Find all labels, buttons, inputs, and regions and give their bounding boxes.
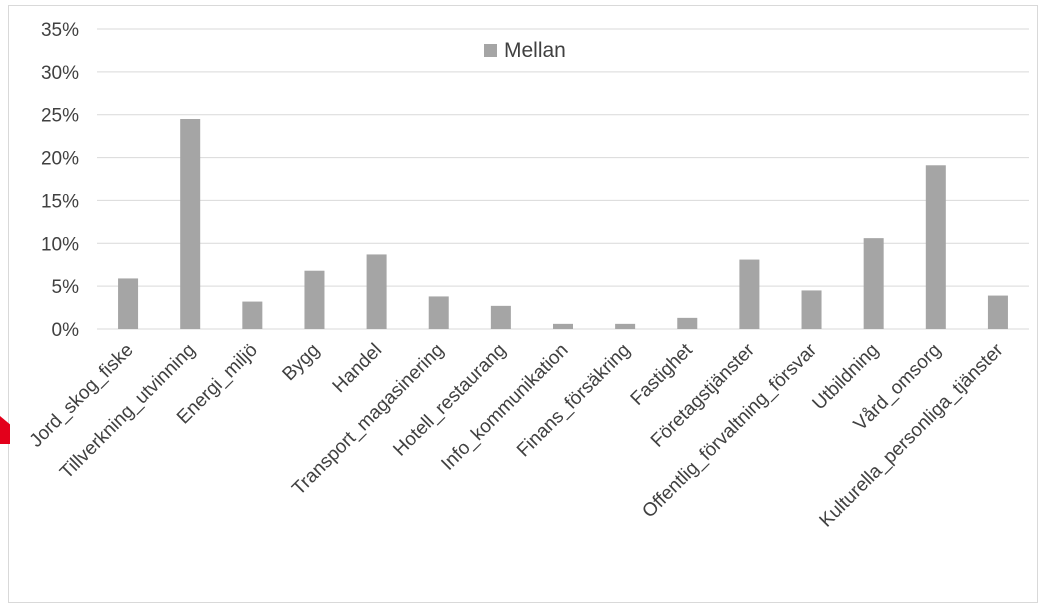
bar [739, 259, 760, 329]
x-tick-label: Hotell_restaurang [389, 340, 510, 461]
legend: Mellan [484, 39, 566, 62]
x-tick-label: Jord_skog_fiske [26, 340, 138, 452]
chart-area: 0% 5% 10% 15% 20% 25% 30% 35% Jord_skog_fiske Ti… [8, 5, 1038, 603]
red-marker-shape [0, 416, 10, 444]
bar [863, 238, 884, 329]
bar [366, 254, 387, 329]
bar [801, 290, 822, 329]
gridlines [97, 28, 1029, 330]
y-tick-label: 35% [41, 20, 79, 41]
bar [925, 165, 946, 329]
bar [490, 305, 511, 329]
y-axis-ticks: 0% 5% 10% 15% 20% 25% 30% 35% [41, 20, 79, 341]
x-tick-label: Finans_försäkring [513, 340, 635, 462]
bars [118, 119, 1008, 329]
legend-swatch-mellan [484, 44, 497, 57]
x-axis-ticks: Jord_skog_fiskeTillverkning_utvinningEne… [26, 339, 1008, 531]
bar-chart: 0% 5% 10% 15% 20% 25% 30% 35% Jord_skog_fiskeTi… [26, 20, 1029, 532]
bar [242, 301, 263, 329]
x-tick-label: Handel [329, 340, 386, 397]
bar [304, 270, 325, 329]
y-tick-label: 25% [41, 106, 79, 127]
bar [428, 296, 449, 329]
y-tick-label: 0% [52, 320, 80, 341]
y-tick-label: 5% [52, 277, 80, 298]
bar [180, 119, 201, 329]
y-tick-label: 15% [41, 191, 79, 212]
bar [118, 278, 139, 329]
bar [677, 317, 698, 329]
bar [553, 323, 573, 329]
legend-label-mellan: Mellan [504, 39, 566, 62]
y-tick-label: 30% [41, 63, 79, 84]
x-tick-label: Företagstjänster [647, 339, 759, 451]
y-tick-label: 10% [41, 234, 79, 255]
x-tick-label: Bygg [279, 340, 324, 385]
bar [615, 323, 636, 329]
bar [987, 295, 1008, 329]
y-tick-label: 20% [41, 149, 79, 170]
